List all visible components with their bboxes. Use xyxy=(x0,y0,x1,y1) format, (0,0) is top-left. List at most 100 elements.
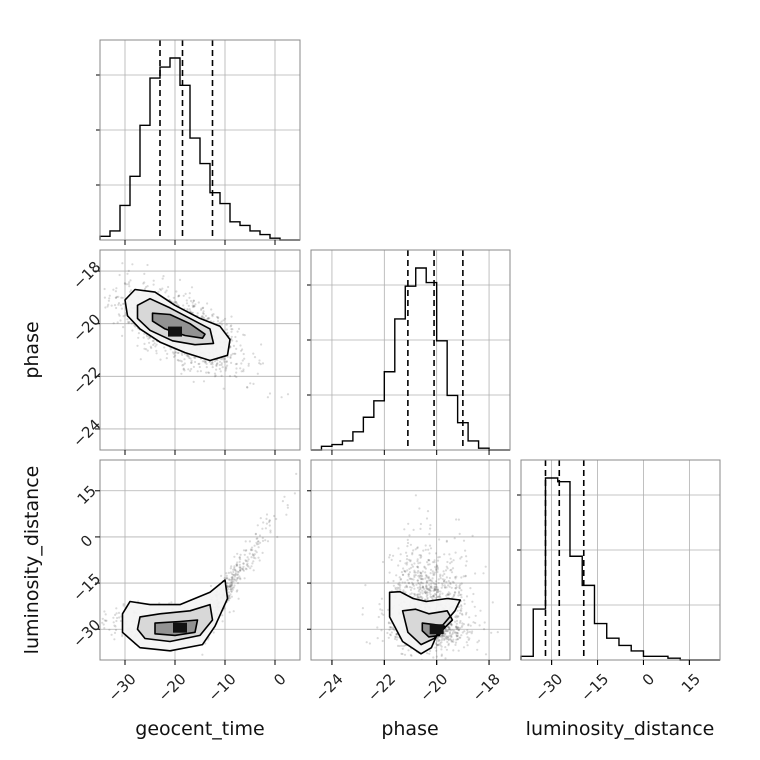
sample-point xyxy=(462,539,466,542)
sample-point xyxy=(407,575,410,578)
sample-point xyxy=(424,571,427,574)
sample-point xyxy=(446,567,449,570)
sample-point xyxy=(208,371,211,374)
sample-point xyxy=(427,559,430,562)
sample-point xyxy=(426,510,430,513)
sample-point xyxy=(225,360,228,364)
sample-point xyxy=(444,586,447,589)
sample-point xyxy=(395,633,398,636)
sample-point xyxy=(215,315,219,319)
sample-point xyxy=(174,300,177,304)
sample-point xyxy=(187,355,190,358)
sample-point xyxy=(84,248,86,250)
sample-point xyxy=(393,637,397,641)
sample-point xyxy=(428,589,431,592)
sample-point xyxy=(461,622,464,625)
sample-point xyxy=(148,341,151,344)
sample-point xyxy=(409,588,412,592)
sample-point xyxy=(258,359,261,362)
sample-point xyxy=(230,361,233,364)
sample-point xyxy=(181,364,184,367)
sample-point xyxy=(113,624,116,627)
sample-point xyxy=(447,638,450,642)
sample-point xyxy=(395,632,398,635)
sample-point xyxy=(365,641,368,644)
sample-point xyxy=(381,609,384,612)
sample-point xyxy=(457,629,461,632)
sample-point xyxy=(418,582,421,585)
sample-point xyxy=(218,367,221,370)
sample-point xyxy=(254,549,257,552)
sample-point xyxy=(259,363,262,366)
sample-point xyxy=(463,602,466,606)
sample-point xyxy=(293,492,296,495)
sample-point xyxy=(239,558,242,561)
sample-point xyxy=(261,527,264,530)
sample-point xyxy=(106,305,109,308)
sample-point xyxy=(242,549,246,552)
sample-point xyxy=(409,653,412,657)
sample-point xyxy=(224,317,227,320)
sample-point xyxy=(251,562,254,565)
sample-point xyxy=(236,589,239,592)
sample-point xyxy=(446,640,449,644)
sample-point xyxy=(256,540,260,543)
sample-point xyxy=(457,626,460,629)
sample-point xyxy=(204,361,207,364)
sample-point xyxy=(451,629,454,632)
sample-point xyxy=(444,646,447,649)
sample-point xyxy=(428,652,431,655)
sample-point xyxy=(249,567,252,570)
sample-point xyxy=(190,286,194,289)
sample-point xyxy=(407,581,410,585)
sample-point xyxy=(408,577,411,580)
sample-point xyxy=(155,349,158,352)
sample-point xyxy=(443,553,446,556)
sample-point xyxy=(455,638,458,641)
sample-point xyxy=(433,583,436,586)
sample-point xyxy=(459,619,462,623)
sample-point xyxy=(231,586,234,589)
sample-point xyxy=(207,317,210,320)
sample-point xyxy=(103,619,106,622)
sample-point xyxy=(162,275,165,278)
sample-point xyxy=(436,643,439,647)
sample-point xyxy=(450,586,453,589)
sample-point xyxy=(193,356,196,360)
sample-point xyxy=(224,369,227,372)
sample-point xyxy=(462,575,465,578)
sample-point xyxy=(429,547,433,550)
sample-point xyxy=(247,364,250,367)
sample-point xyxy=(406,554,409,558)
sample-point xyxy=(420,577,423,580)
sample-point xyxy=(454,587,457,590)
sample-point xyxy=(191,301,194,304)
sample-point xyxy=(234,573,237,576)
sample-point xyxy=(414,548,417,551)
sample-point xyxy=(439,596,442,599)
sample-point xyxy=(413,571,416,574)
sample-point xyxy=(449,569,452,572)
sample-point xyxy=(440,636,443,639)
sample-point xyxy=(451,580,454,583)
joint-geocent_time-phase: −24 −22 −20 −18 xyxy=(69,248,301,455)
contour-line-2 xyxy=(401,608,454,646)
sample-point xyxy=(443,586,446,589)
sample-point xyxy=(396,644,400,648)
sample-point xyxy=(448,553,451,556)
xlabel-phase: phase xyxy=(381,718,438,740)
joint-phase-xtick-label: −18 xyxy=(469,670,504,705)
sample-point xyxy=(184,292,187,295)
sample-point xyxy=(187,368,190,371)
sample-point xyxy=(450,640,453,643)
sample-point xyxy=(177,359,180,362)
sample-point xyxy=(117,303,120,306)
sample-point xyxy=(447,593,450,597)
sample-point xyxy=(424,577,427,580)
sample-point xyxy=(401,573,404,576)
sample-point xyxy=(252,560,255,563)
sample-point xyxy=(455,575,458,578)
sample-point xyxy=(285,513,288,516)
sample-point xyxy=(230,324,233,327)
density-peak xyxy=(173,622,187,633)
